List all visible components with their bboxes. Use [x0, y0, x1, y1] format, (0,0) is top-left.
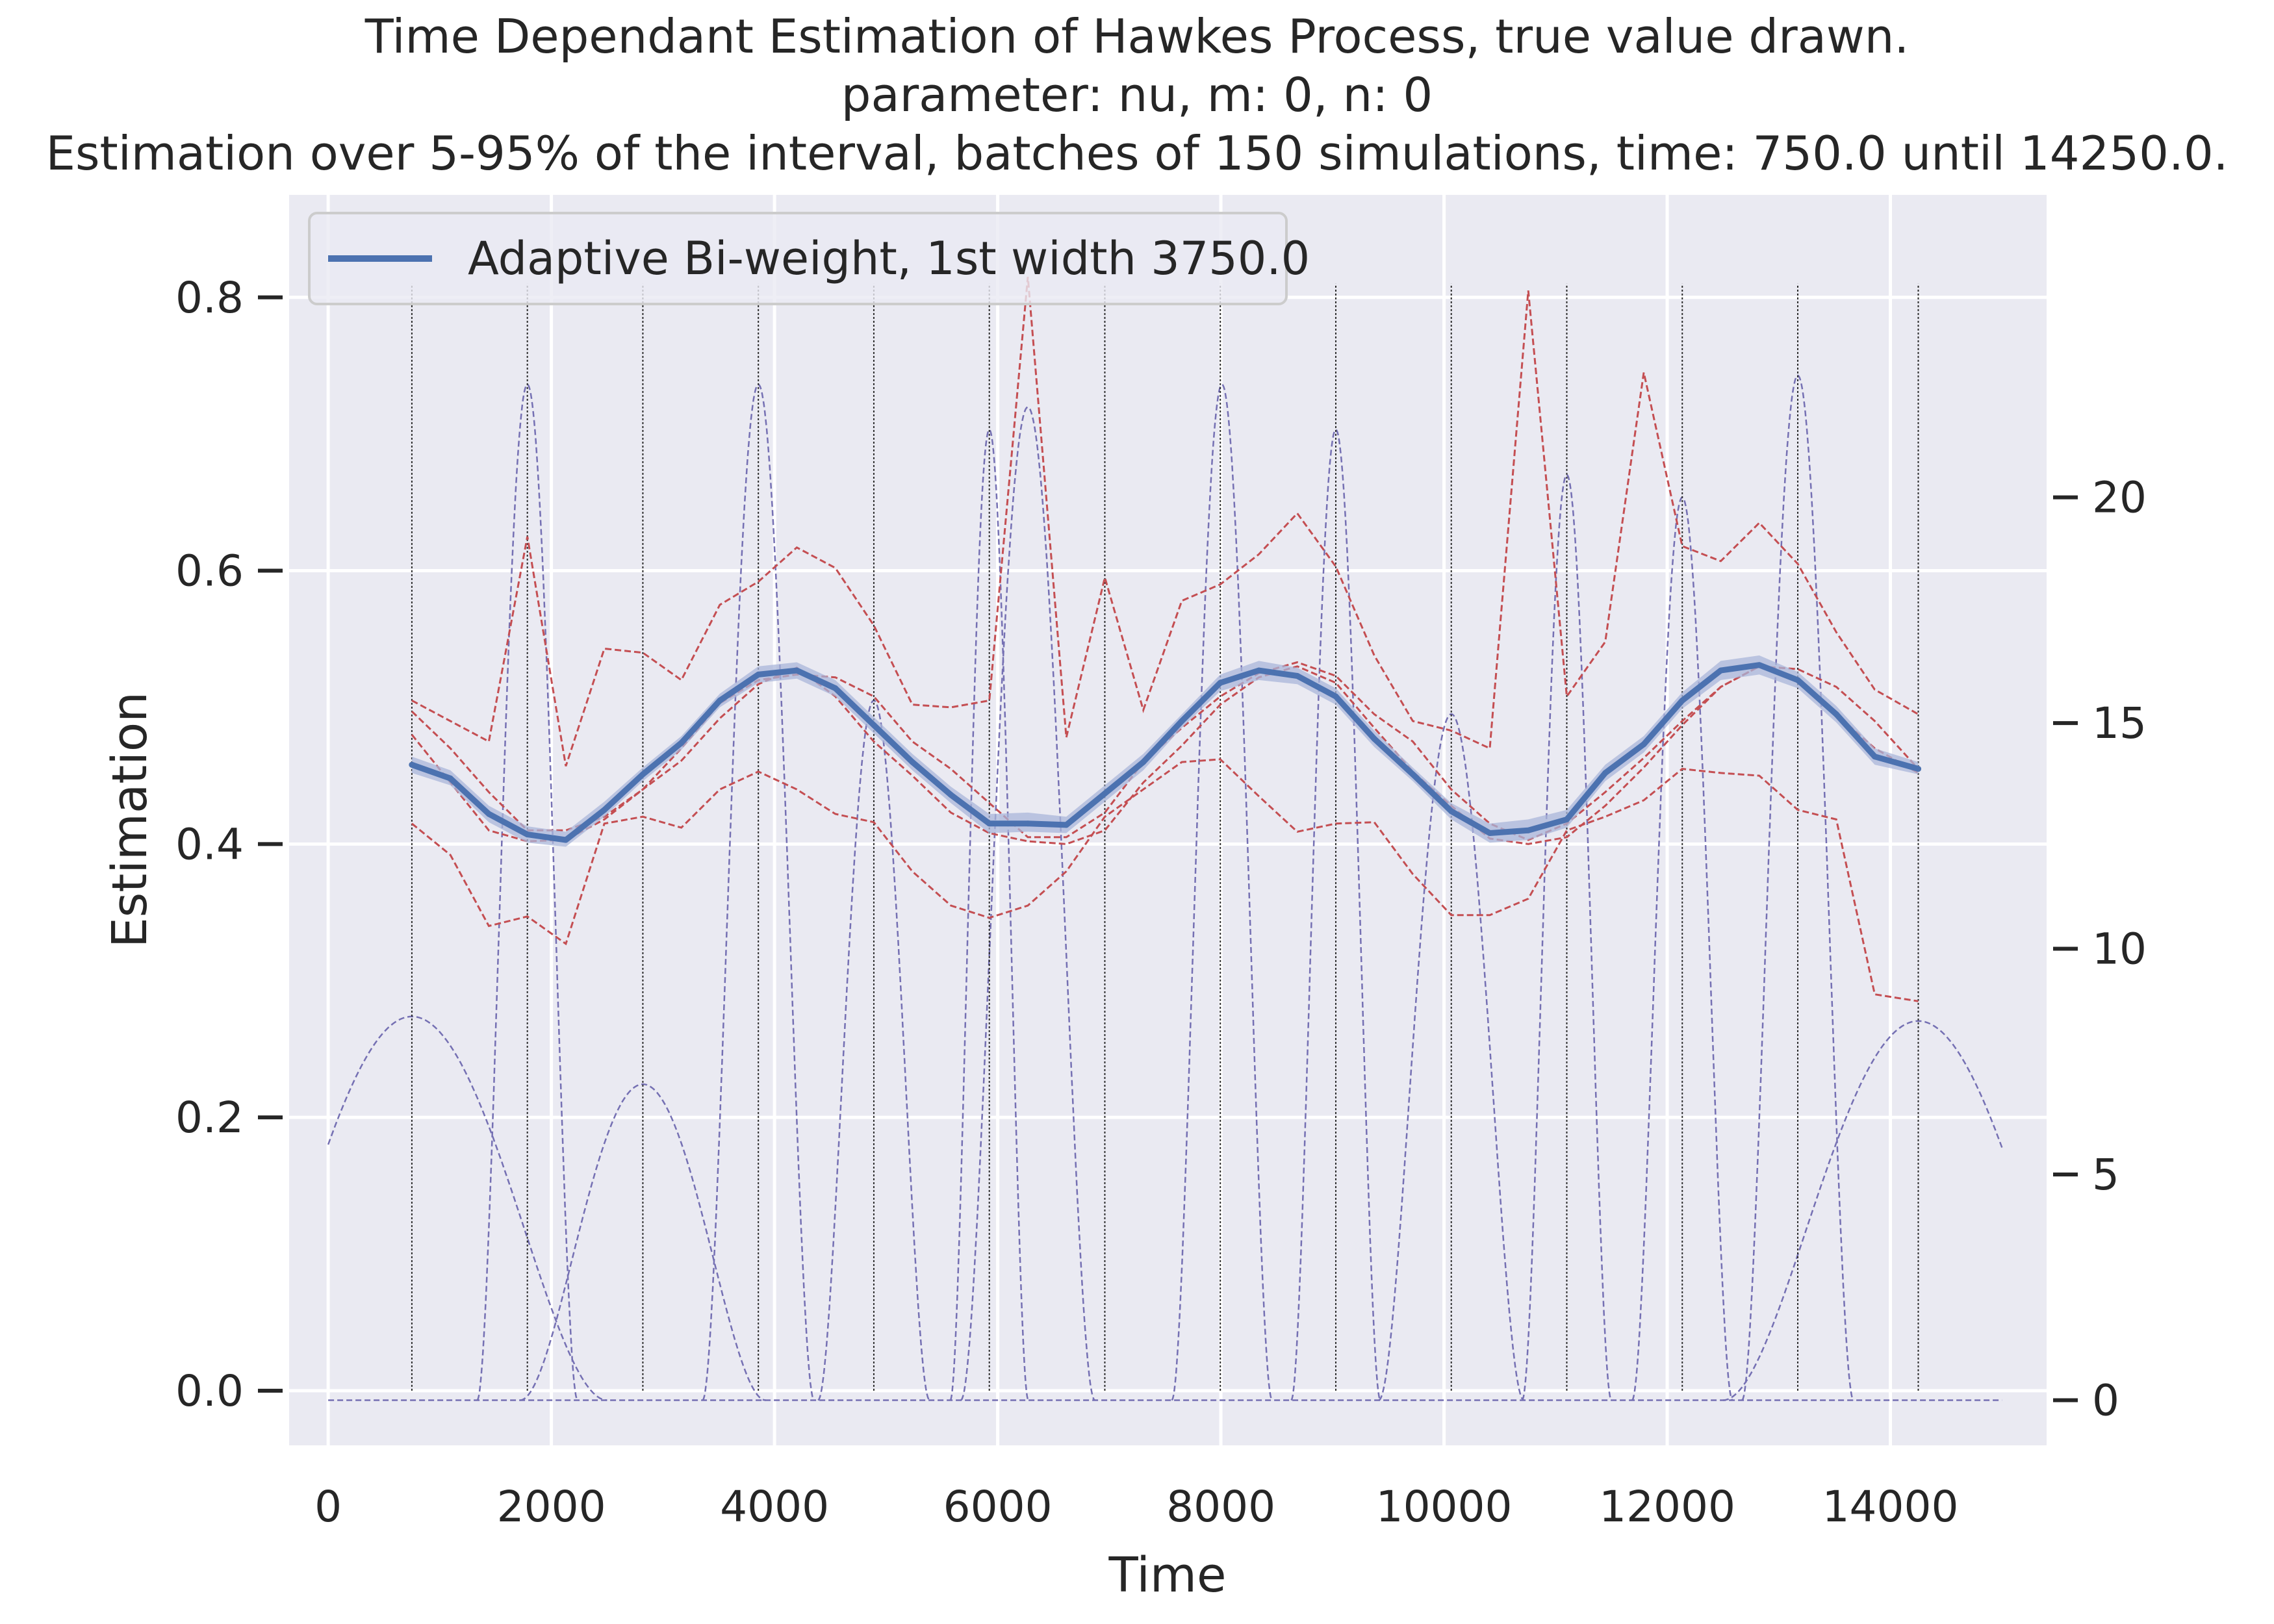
y-tick-label: 0.6 [175, 546, 244, 596]
kernel-curve [1521, 474, 1613, 1401]
kernel-curve [1378, 713, 1525, 1401]
estimate-point [755, 671, 761, 678]
y2-tick-label: 0 [2092, 1376, 2119, 1426]
estimate-point [793, 667, 800, 674]
chart-subtitle-interval: Estimation over 5-95% of the interval, b… [45, 126, 2229, 181]
estimate-point [1294, 673, 1301, 679]
x-tick-label: 14000 [1822, 1482, 1959, 1532]
kernel-curves [327, 374, 2003, 1401]
y-tick-label: 0.8 [175, 273, 244, 323]
estimate-point [832, 685, 839, 691]
estimate-point [678, 740, 685, 746]
legend-entry-label: Adaptive Bi-weight, 1st width 3750.0 [468, 232, 1310, 285]
y2-tick-label: 10 [2092, 924, 2147, 974]
estimate-point [1025, 820, 1031, 827]
quantile-line [411, 277, 1919, 767]
estimate-point [1525, 827, 1531, 833]
estimate-point [601, 807, 607, 813]
estimate-point [871, 722, 877, 728]
kernel-curve [1290, 428, 1381, 1401]
legend: Adaptive Bi-weight, 1st width 3750.0 [308, 212, 1310, 305]
estimate-confidence-band [411, 655, 1919, 847]
estimate-point [1679, 697, 1685, 704]
estimate-point [1179, 718, 1185, 724]
kernel-curve [327, 1015, 607, 1401]
estimate-point [1641, 741, 1647, 748]
estimate-point [1448, 808, 1455, 815]
estimate-point [1102, 791, 1108, 796]
estimate-point [1333, 693, 1339, 700]
estimate-point [1564, 816, 1570, 822]
y-tick-label: 0.2 [175, 1093, 244, 1143]
estimate-point [447, 775, 454, 781]
estimate-point [1756, 662, 1763, 668]
chart-title: Time Dependant Estimation of Hawkes Proc… [364, 9, 1910, 64]
estimate-point [409, 761, 415, 768]
estimate-point [1371, 735, 1377, 742]
kernel-curve [476, 383, 578, 1401]
chart-subtitle-parameter: parameter: nu, m: 0, n: 0 [841, 68, 1433, 122]
kernel-curve [1171, 383, 1273, 1401]
kernel-curve [960, 406, 1095, 1401]
x-tick-label: 6000 [943, 1482, 1053, 1532]
x-tick-label: 0 [314, 1482, 342, 1532]
estimate-series [409, 655, 1921, 847]
estimate-point [524, 831, 531, 838]
estimate-point [909, 759, 915, 765]
x-tick-label: 10000 [1376, 1482, 1513, 1532]
estimate-point [1602, 770, 1609, 776]
estimate-point [1915, 766, 1921, 772]
x-tick-label: 12000 [1599, 1482, 1735, 1532]
kernel-curve [520, 1083, 766, 1401]
y2-tick-label: 20 [2092, 473, 2147, 523]
estimate-point [1872, 754, 1878, 760]
estimate-point [1410, 771, 1416, 778]
y2-tick-label: 5 [2092, 1150, 2119, 1200]
quantile-line [411, 665, 1919, 845]
estimate-point [948, 792, 954, 798]
estimate-point [1833, 711, 1839, 717]
legend-box [308, 212, 1288, 305]
estimate-point [485, 811, 492, 817]
estimate-point [1718, 667, 1724, 674]
y-tick-label: 0.4 [175, 819, 244, 869]
estimate-point [1217, 679, 1223, 686]
x-tick-label: 4000 [720, 1482, 829, 1532]
estimate-point [1063, 822, 1069, 828]
estimate-point [1256, 667, 1262, 674]
y2-tick-label: 15 [2092, 698, 2147, 748]
quantile-line [411, 758, 1919, 1002]
estimate-line [409, 662, 1921, 843]
estimate-point [1140, 759, 1147, 765]
y-tick-label: 0.0 [175, 1366, 244, 1416]
estimate-point [639, 771, 646, 778]
estimate-point [1795, 677, 1801, 683]
axes: 0.0 0.2 0.4 0.6 0.8 0 5 10 15 20 0 2000 4000 6000 8000… [175, 273, 2147, 1532]
x-tick-label: 8000 [1166, 1482, 1275, 1532]
x-axis-label: Time [1108, 1547, 1226, 1603]
y-axis-label: Estimation [102, 692, 158, 948]
estimate-point [717, 697, 723, 704]
kernel-curve [1722, 1020, 2003, 1401]
estimate-point [1487, 830, 1493, 836]
x-tick-label: 2000 [497, 1482, 606, 1532]
batch-vertical-lines [411, 283, 1919, 1391]
estimate-point [986, 820, 993, 827]
estimate-point [563, 837, 569, 843]
